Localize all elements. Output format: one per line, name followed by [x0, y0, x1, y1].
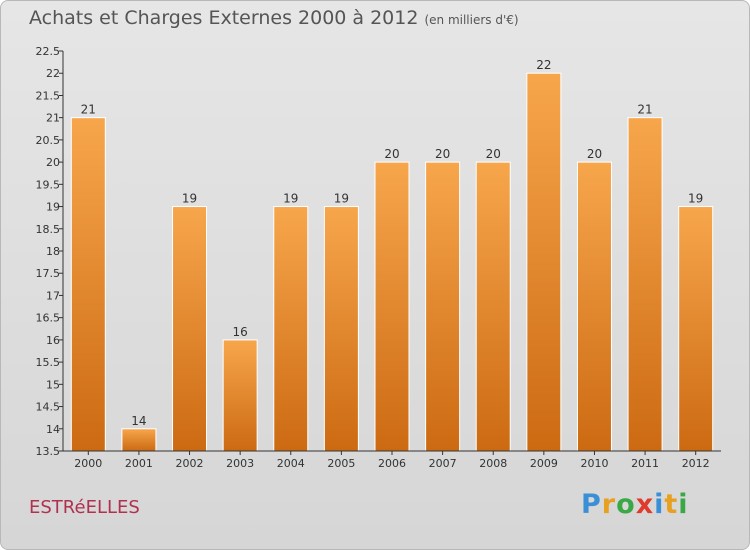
bar-2002 [172, 206, 208, 452]
x-tick-label: 2006 [378, 457, 406, 470]
chart-title-text: Achats et Charges Externes 2000 à 2012 [29, 7, 419, 29]
x-tick-label: 2010 [580, 457, 608, 470]
bar-value-label: 19 [182, 192, 197, 206]
x-tick-label: 2001 [125, 457, 153, 470]
bar-2001 [121, 428, 157, 452]
x-tick-label: 2000 [74, 457, 102, 470]
bar-value-label: 20 [587, 147, 602, 161]
bar-value-label: 21 [81, 103, 96, 117]
chart-title: Achats et Charges Externes 2000 à 2012 (e… [29, 7, 519, 29]
bar-2012 [678, 206, 714, 452]
bar-2010 [576, 161, 612, 452]
bar-2011 [627, 117, 663, 452]
y-tick-label: 18 [46, 245, 60, 258]
y-tick-label: 19 [46, 201, 60, 214]
y-axis: 13.5 14 14.5 15 15.5 16 16.5 17 17.5 18 18.5 19 19.5… [36, 45, 64, 458]
bar-2009 [526, 72, 562, 452]
x-tick-label: 2004 [277, 457, 305, 470]
bar-2000 [70, 117, 106, 452]
bar-value-label: 21 [637, 103, 652, 117]
y-tick-label: 17 [46, 289, 60, 302]
logo-letter: t [664, 489, 679, 520]
y-tick-label: 18.5 [36, 223, 61, 236]
y-tick-label: 19.5 [36, 178, 61, 191]
y-tick-label: 14.5 [36, 401, 61, 414]
x-tick-label: 2005 [327, 457, 355, 470]
logo-letter: x [635, 489, 655, 520]
bar-value-label: 19 [283, 192, 298, 206]
proxiti-logo[interactable]: Proxiti [581, 489, 689, 520]
bar-value-label: 14 [131, 414, 146, 428]
logo-letter: o [616, 489, 636, 520]
logo-letter: r [601, 489, 617, 520]
chart-unit: (en milliers d'€) [424, 13, 519, 27]
logo-letter: i [654, 489, 665, 520]
x-tick-label: 2007 [429, 457, 457, 470]
y-tick-label: 15 [46, 378, 60, 391]
bar-value-label: 19 [688, 192, 703, 206]
x-tick-label: 2009 [530, 457, 558, 470]
bar-value-label: 16 [233, 325, 248, 339]
bar-2005 [323, 206, 359, 452]
y-tick-label: 17.5 [36, 267, 61, 280]
bar-2008 [475, 161, 511, 452]
bars: 21 14 19 16 19 19 20 20 20 22 20 21 19 [70, 58, 714, 452]
bar-value-label: 20 [486, 147, 501, 161]
y-tick-label: 20.5 [36, 134, 61, 147]
x-tick-label: 2012 [682, 457, 710, 470]
y-tick-label: 22 [46, 67, 60, 80]
x-tick-label: 2008 [479, 457, 507, 470]
commune-name: ESTRéELLES [29, 497, 140, 518]
y-tick-label: 22.5 [36, 45, 61, 58]
y-tick-label: 14 [46, 423, 60, 436]
bar-value-label: 22 [536, 58, 551, 72]
x-tick-label: 2002 [176, 457, 204, 470]
logo-letter: P [581, 489, 602, 520]
bar-2007 [425, 161, 461, 452]
y-tick-label: 20 [46, 156, 60, 169]
bar-value-label: 20 [384, 147, 399, 161]
y-tick-label: 13.5 [36, 445, 61, 458]
y-tick-label: 16 [46, 334, 60, 347]
y-tick-label: 21.5 [36, 89, 61, 102]
x-tick-label: 2003 [226, 457, 254, 470]
bar-2004 [273, 206, 309, 452]
y-tick-label: 15.5 [36, 356, 61, 369]
x-tick-label: 2011 [631, 457, 659, 470]
bar-value-label: 20 [435, 147, 450, 161]
y-tick-label: 16.5 [36, 312, 61, 325]
bar-2006 [374, 161, 410, 452]
x-axis: 2000 2001 2002 2003 2004 2005 2006 2007 2008 2009… [63, 450, 721, 470]
bar-value-label: 19 [334, 192, 349, 206]
y-tick-label: 21 [46, 112, 60, 125]
logo-letter: i [678, 489, 689, 520]
bar-2003 [222, 339, 258, 452]
